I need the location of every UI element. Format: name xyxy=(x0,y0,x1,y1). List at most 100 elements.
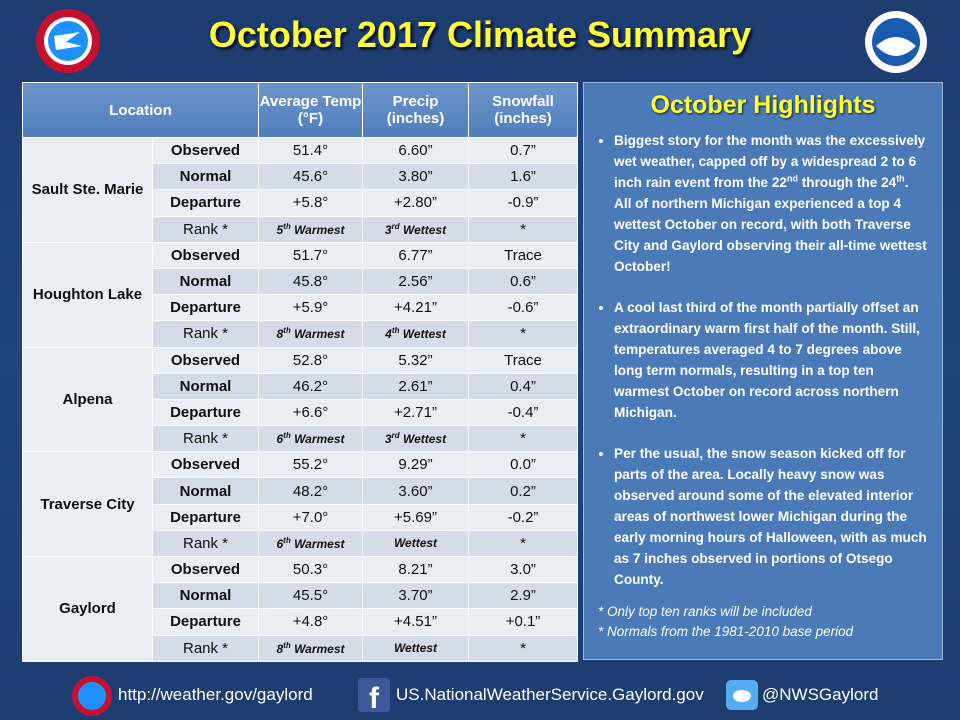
row-label: Normal xyxy=(152,163,259,191)
snow-value: Trace xyxy=(468,346,578,374)
snow-value: 3.0” xyxy=(468,555,578,584)
rank-ordinal: 8 xyxy=(276,327,284,342)
temp-value: 50.3° xyxy=(258,555,363,584)
row: Departure +5.9° +4.21” -0.6” xyxy=(23,294,578,322)
row-label: Observed xyxy=(152,451,259,479)
rank: 6th Warmest xyxy=(258,529,363,558)
rank: 6th Warmest xyxy=(258,425,363,453)
rank-suffix: th xyxy=(283,326,291,336)
twitter[interactable]: @NWSGaylord xyxy=(762,685,879,704)
row: Departure +5.8° +2.80” -0.9” xyxy=(23,189,578,217)
snow-value: 1.6” xyxy=(468,163,578,191)
snow-value: * xyxy=(468,634,578,662)
row: Normal 45.6° 3.80” 1.6” xyxy=(23,163,578,191)
rank-ordinal: 3 xyxy=(384,222,392,237)
location: Traverse City xyxy=(22,451,153,557)
snow-value: -0.6” xyxy=(468,294,578,322)
row: Rank * 6th Warmest Wettest * xyxy=(23,529,578,558)
footer: http://weather.gov/gaylord f US.National… xyxy=(0,676,960,716)
climate-table: Location Average Temp (°F) Precip (inches)… xyxy=(22,82,578,662)
location: Gaylord xyxy=(22,556,153,662)
precip-value: +4.21” xyxy=(362,294,469,322)
superscript: th xyxy=(896,173,905,184)
row: Gaylord Observed 50.3° 8.21” 3.0” xyxy=(22,555,578,662)
row: Alpena Observed 52.8° 5.32” Trace xyxy=(22,346,578,453)
row-label: Observed xyxy=(152,346,259,374)
row: Rank * 5th Warmest 3rd Wettest * xyxy=(23,215,578,243)
snow-value: +0.1” xyxy=(468,608,578,636)
row-label: Rank * xyxy=(152,529,259,558)
precip-value: 2.61” xyxy=(362,372,469,400)
rank-ordinal: 5 xyxy=(276,222,284,237)
row-label: Normal xyxy=(152,477,259,505)
rank: 4th Wettest xyxy=(362,320,469,348)
rank-suffix: th xyxy=(283,221,291,231)
bullet-text: through the 24 xyxy=(798,175,897,190)
rank-word: Wettest xyxy=(393,536,438,551)
noaa-logo xyxy=(865,11,927,73)
precip-value: 6.77” xyxy=(362,241,469,269)
precip-value: 3.70” xyxy=(362,582,469,610)
row: Departure +7.0° +5.69” -0.2” xyxy=(23,503,578,531)
rank-suffix: rd xyxy=(391,431,400,441)
row: Departure +6.6° +2.71” -0.4” xyxy=(23,398,578,427)
rank-ordinal: 3 xyxy=(384,432,392,447)
row: Normal 46.2° 2.61” 0.4” xyxy=(23,372,578,400)
svg-text:f: f xyxy=(369,682,380,712)
snow-value: 0.0” xyxy=(468,451,578,479)
rank-word: Wettest xyxy=(402,432,447,447)
temp-value: 45.8° xyxy=(258,267,363,296)
rank: Wettest xyxy=(362,529,469,558)
precip-value: 9.29” xyxy=(362,451,469,479)
snow-value: * xyxy=(468,215,578,243)
highlights-title: October Highlights xyxy=(650,91,876,119)
rank-word: Warmest xyxy=(294,327,345,342)
row: Normal 45.5° 3.70” 2.9” xyxy=(23,582,578,610)
bullet-text: Biggest story for the month was the exce… xyxy=(614,133,926,190)
precip-value: 5.32” xyxy=(362,346,469,374)
row: Rank * 8th Warmest Wettest * xyxy=(23,634,578,662)
website[interactable]: http://weather.gov/gaylord xyxy=(118,685,313,704)
location: Sault Ste. Marie xyxy=(22,137,153,243)
rank-word: Wettest xyxy=(393,641,438,656)
rank-suffix: th xyxy=(283,535,291,545)
rank-word: Wettest xyxy=(402,222,447,237)
row-label: Normal xyxy=(152,372,259,400)
note: * Only top ten ranks will be included xyxy=(598,604,812,619)
facebook[interactable]: US.NationalWeatherService.Gaylord.gov xyxy=(396,685,704,704)
precip-value: +5.69” xyxy=(362,503,469,531)
rank: 3rd Wettest xyxy=(362,215,469,243)
notes: * Only top ten ranks will be included * N… xyxy=(584,602,942,642)
snow-value: * xyxy=(468,320,578,348)
rank-word: Wettest xyxy=(402,327,446,342)
precip-value: 8.21” xyxy=(362,555,469,584)
rank: 8th Warmest xyxy=(258,634,363,662)
row: Rank * 6th Warmest 3rd Wettest * xyxy=(23,425,578,453)
rank-suffix: th xyxy=(391,326,400,336)
snow-value: * xyxy=(468,425,578,453)
note: * Normals from the 1981-2010 base period xyxy=(598,624,854,639)
row-label: Rank * xyxy=(152,634,259,662)
rank-suffix: rd xyxy=(391,221,400,231)
temp-value: 46.2° xyxy=(258,372,363,400)
row-label: Departure xyxy=(152,398,259,427)
row-label: Rank * xyxy=(152,425,259,453)
row-label: Rank * xyxy=(152,320,259,348)
rank-ordinal: 6 xyxy=(276,536,284,551)
bullet: Per the usual, the snow season kicked of… xyxy=(614,443,928,590)
rank: 5th Warmest xyxy=(258,215,363,243)
temp-value: 48.2° xyxy=(258,477,363,505)
rank: 3rd Wettest xyxy=(362,425,469,453)
temp-value: 52.8° xyxy=(258,346,363,374)
bullet: Biggest story for the month was the exce… xyxy=(614,130,928,277)
temp-value: +5.8° xyxy=(258,189,363,217)
row-label: Normal xyxy=(152,267,259,296)
snow-value: * xyxy=(468,529,578,558)
row: Normal 45.8° 2.56” 0.6” xyxy=(23,267,578,296)
precip-value: 6.60” xyxy=(362,136,469,165)
snow-value: Trace xyxy=(468,241,578,269)
temp-value: 51.7° xyxy=(258,241,363,269)
temp-value: 45.5° xyxy=(258,582,363,610)
snow-value: -0.9” xyxy=(468,189,578,217)
